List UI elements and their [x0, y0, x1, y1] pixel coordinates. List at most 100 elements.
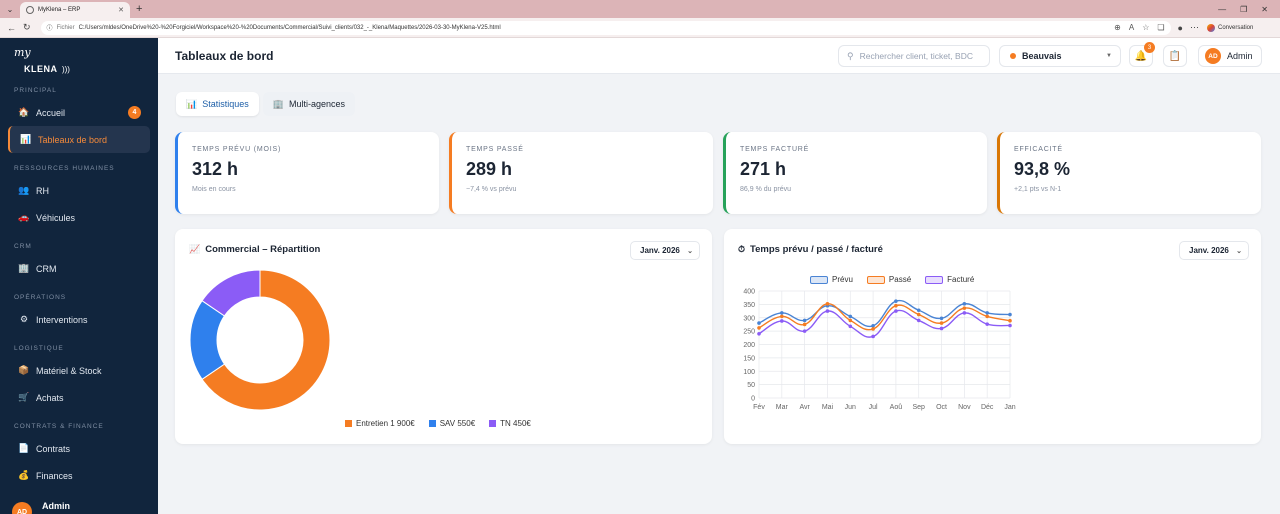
- close-window-icon[interactable]: ✕: [1261, 4, 1268, 14]
- data-point-passé[interactable]: [825, 302, 830, 306]
- sidebar-user[interactable]: AD Admin: [12, 501, 70, 514]
- data-point-facturé[interactable]: [916, 318, 921, 323]
- user-menu-button[interactable]: AD Admin: [1198, 45, 1262, 67]
- sidebar-item-label: Achats: [36, 392, 64, 403]
- top-header: Tableaux de bord ⚲ Rechercher client, ti…: [158, 38, 1280, 74]
- sidebar-item-rh[interactable]: 👥 RH: [8, 177, 150, 204]
- data-point-passé[interactable]: [962, 306, 967, 310]
- x-tick-label: Déc: [981, 404, 994, 411]
- data-point-prévu[interactable]: [962, 302, 967, 306]
- data-point-facturé[interactable]: [871, 334, 875, 339]
- data-point-prévu[interactable]: [848, 314, 853, 319]
- notifications-button[interactable]: 🔔 3: [1129, 42, 1155, 67]
- donut-slice-entretien[interactable]: [201, 269, 331, 411]
- data-point-passé[interactable]: [916, 312, 921, 317]
- sidebar-item-materiel-stock[interactable]: 📦 Matériel & Stock: [8, 357, 150, 384]
- data-point-prévu[interactable]: [802, 318, 807, 323]
- sidebar-item-label: Accueil: [36, 107, 66, 118]
- agency-select[interactable]: Beauvais ▼: [999, 45, 1121, 67]
- month-select[interactable]: Janv. 2026 ⌄: [1179, 241, 1249, 260]
- month-select[interactable]: Janv. 2026 ⌄: [630, 241, 700, 260]
- sidebar-item-label: Interventions: [36, 314, 88, 325]
- data-point-facturé[interactable]: [1008, 323, 1012, 328]
- sidebar-item-accueil[interactable]: 🏠 Accueil 4: [8, 99, 150, 126]
- data-point-prévu[interactable]: [985, 311, 989, 315]
- legend-text: Facturé: [947, 275, 975, 284]
- data-point-passé[interactable]: [1008, 318, 1012, 323]
- sidebar-item-contrats[interactable]: 📄 Contrats: [8, 435, 150, 462]
- back-icon[interactable]: ←: [7, 22, 16, 33]
- data-point-passé[interactable]: [848, 318, 853, 323]
- tab-statistiques[interactable]: 📊 Statistiques: [176, 92, 259, 116]
- data-point-facturé[interactable]: [894, 309, 898, 313]
- read-aloud-icon[interactable]: A: [1128, 23, 1135, 32]
- panel-title-text: Temps prévu / passé / facturé: [750, 244, 883, 255]
- data-point-passé[interactable]: [780, 314, 784, 319]
- data-point-passé[interactable]: [802, 322, 807, 327]
- data-point-passé[interactable]: [757, 326, 761, 330]
- url-field[interactable]: ⓘ Fichier C:/Users/mldes/OneDrive%20-%20…: [40, 20, 1171, 35]
- sidebar-item-interventions[interactable]: ⚙ Interventions: [8, 306, 150, 333]
- close-tab-icon[interactable]: ✕: [118, 7, 124, 14]
- data-point-passé[interactable]: [894, 303, 898, 308]
- box-icon: 📦: [18, 365, 30, 375]
- minimize-icon[interactable]: —: [1218, 4, 1227, 14]
- conversation-button[interactable]: Conversation: [1206, 23, 1253, 32]
- favorite-icon[interactable]: ☆: [1142, 23, 1150, 32]
- data-point-facturé[interactable]: [985, 322, 989, 326]
- data-point-prévu[interactable]: [894, 299, 898, 303]
- y-tick-label: 0: [751, 396, 755, 403]
- reload-icon[interactable]: ↻: [23, 22, 31, 32]
- panel-title: 📈 Commercial – Répartition: [189, 244, 320, 255]
- data-point-facturé[interactable]: [962, 311, 967, 315]
- data-point-passé[interactable]: [871, 327, 875, 331]
- sidebar-item-label: RH: [36, 185, 49, 196]
- new-tab-icon[interactable]: +: [136, 3, 143, 15]
- tab-multi-agences[interactable]: 🏢 Multi-agences: [262, 92, 355, 116]
- restore-icon[interactable]: ❐: [1240, 4, 1248, 14]
- extensions-icon[interactable]: ❏: [1157, 23, 1165, 32]
- globe-icon: [26, 6, 34, 14]
- more-icon[interactable]: ⋯: [1189, 22, 1199, 32]
- browser-tab[interactable]: MyKlena – ERP ✕: [20, 2, 130, 18]
- data-point-facturé[interactable]: [825, 309, 830, 313]
- data-point-prévu[interactable]: [916, 308, 921, 313]
- legend-swatch: [866, 275, 885, 284]
- zoom-icon[interactable]: ⊕: [1114, 23, 1121, 32]
- data-point-prévu[interactable]: [939, 316, 944, 321]
- donut-slice-tn[interactable]: [201, 269, 261, 317]
- wifi-icon: ))): [61, 65, 70, 74]
- search-input[interactable]: ⚲ Rechercher client, ticket, BDC: [838, 45, 990, 67]
- avatar: AD: [12, 502, 32, 514]
- kpi-subtext: 86,9 % du prévu: [740, 186, 791, 193]
- panel-title-text: Commercial – Répartition: [205, 244, 321, 255]
- data-point-facturé[interactable]: [848, 324, 853, 329]
- data-point-facturé[interactable]: [780, 319, 784, 323]
- data-point-facturé[interactable]: [939, 326, 944, 331]
- kpi-label: EFFICACITÉ: [1014, 146, 1063, 153]
- data-point-prévu[interactable]: [757, 321, 761, 325]
- donut-legend: Entretien 1 900€ SAV 550€ TN 450€: [345, 419, 531, 428]
- data-point-passé[interactable]: [939, 321, 944, 325]
- sidebar-item-achats[interactable]: 🛒 Achats: [8, 384, 150, 411]
- sidebar-item-vehicules[interactable]: 🚗 Véhicules: [8, 204, 150, 231]
- data-point-facturé[interactable]: [802, 329, 807, 333]
- bar-chart-icon: 📊: [186, 98, 198, 109]
- data-point-prévu[interactable]: [871, 323, 875, 328]
- sidebar-item-crm[interactable]: 🏢 CRM: [8, 255, 150, 282]
- sidebar-item-tableaux-de-bord[interactable]: 📊 Tableaux de bord: [8, 126, 150, 153]
- legend-item-facturé[interactable]: Facturé: [925, 275, 974, 284]
- logo[interactable]: my KLENA ))): [14, 46, 74, 76]
- data-point-passé[interactable]: [985, 314, 989, 319]
- sidebar-item-finances[interactable]: 💰 Finances: [8, 462, 150, 489]
- tab-list-icon[interactable]: ⌄: [6, 4, 14, 14]
- clipboard-button[interactable]: 📋: [1163, 45, 1187, 67]
- data-point-prévu[interactable]: [780, 311, 784, 315]
- data-point-facturé[interactable]: [757, 332, 761, 336]
- logo-my: my: [14, 46, 31, 59]
- profile-icon[interactable]: ●: [1177, 22, 1183, 33]
- window-controls: — ❐ ✕: [1218, 5, 1280, 14]
- data-point-prévu[interactable]: [1008, 312, 1012, 317]
- legend-item-prévu[interactable]: Prévu: [810, 275, 853, 284]
- legend-item-passé[interactable]: Passé: [866, 275, 911, 284]
